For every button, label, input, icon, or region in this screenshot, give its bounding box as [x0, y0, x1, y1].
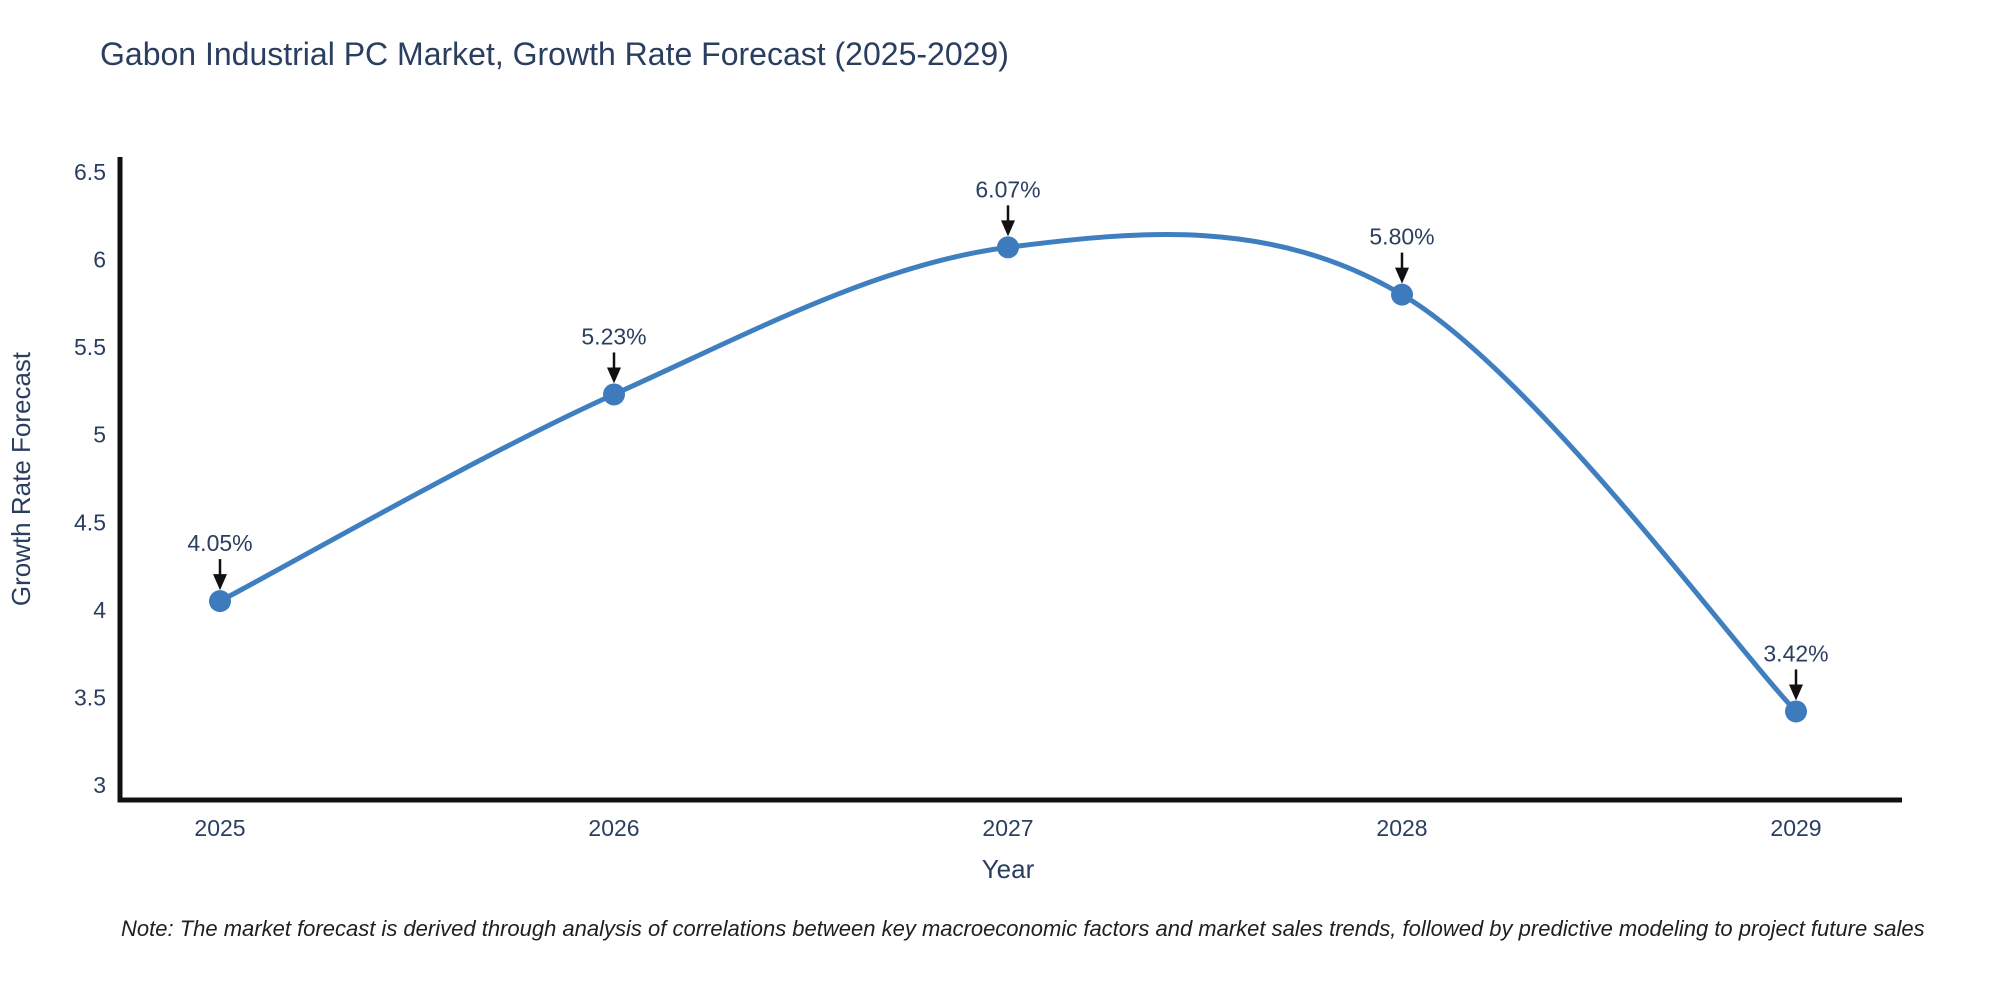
y-tick-label: 3	[93, 772, 106, 798]
data-point-marker[interactable]	[209, 590, 231, 613]
x-axis-title: Year	[982, 854, 1035, 884]
data-point-marker[interactable]	[603, 383, 625, 406]
data-point-marker[interactable]	[1391, 283, 1413, 306]
x-tick-label: 2029	[1770, 815, 1821, 841]
y-tick-label: 6	[93, 247, 106, 273]
annotation-arrowhead	[607, 367, 621, 384]
data-point-marker[interactable]	[997, 236, 1019, 259]
y-tick-labels: 3 3.5 4 4.5 5 5.5 6 6.5	[74, 159, 106, 798]
annotation-arrowhead	[1395, 267, 1409, 284]
x-tick-label: 2026	[588, 815, 639, 841]
data-point-label: 5.80%	[1369, 224, 1434, 250]
data-point-label: 3.42%	[1763, 640, 1828, 666]
x-tick-label: 2027	[982, 815, 1033, 841]
x-tick-label: 2028	[1376, 815, 1427, 841]
y-tick-label: 5	[93, 422, 106, 448]
annotations: 4.05% 5.23% 6.07% 5.80% 3.42%	[187, 176, 1829, 701]
data-points	[209, 236, 1807, 723]
data-point-label: 5.23%	[581, 323, 646, 349]
data-point-label: 4.05%	[187, 530, 252, 556]
forecast-line	[217, 232, 1799, 714]
annotation-arrowhead	[1001, 220, 1015, 237]
data-point-label: 6.07%	[975, 176, 1040, 202]
y-tick-label: 4.5	[74, 509, 106, 535]
data-point-marker[interactable]	[1785, 700, 1807, 723]
y-tick-label: 4	[93, 597, 106, 623]
chart-title: Gabon Industrial PC Market, Growth Rate …	[100, 36, 1009, 72]
annotation-arrowhead	[213, 574, 227, 591]
y-axis-title: Growth Rate Forecast	[6, 351, 36, 606]
x-tick-label: 2025	[194, 815, 245, 841]
annotation-arrowhead	[1789, 684, 1803, 701]
y-tick-label: 3.5	[74, 684, 106, 710]
footnote: Note: The market forecast is derived thr…	[121, 916, 1925, 941]
x-tick-labels: 2025 2026 2027 2028 2029	[194, 815, 1821, 841]
axis-lines	[117, 157, 1902, 803]
y-tick-label: 6.5	[74, 159, 106, 185]
y-tick-label: 5.5	[74, 334, 106, 360]
